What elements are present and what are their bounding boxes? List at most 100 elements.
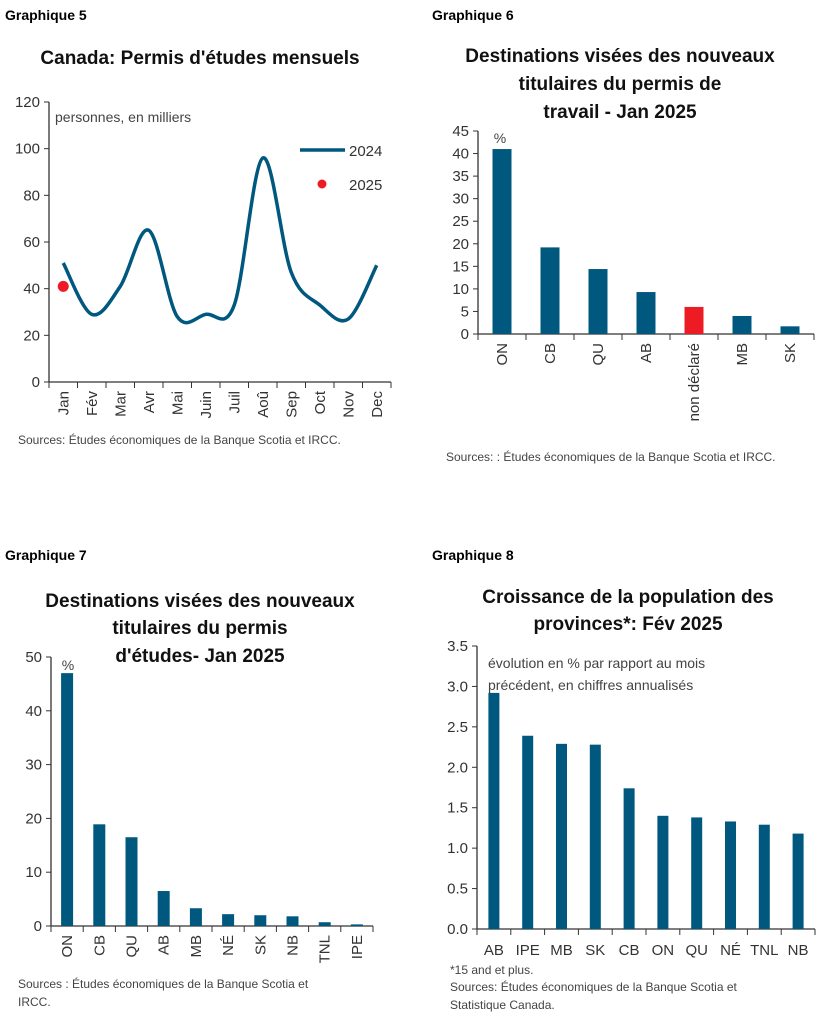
y-tick-label: 3.0 [447,678,468,695]
x-tick-label: SK [782,343,799,363]
x-tick-label: SK [585,942,605,959]
x-tick-label: Mai [169,391,186,415]
x-tick-label: CB [91,935,108,956]
unit-note: précédent, en chiffres annualisés [488,677,693,693]
chart-label: Graphique 7 [5,547,87,563]
x-tick-label: NB [285,935,302,956]
bar-QU [125,837,138,926]
x-tick-label: QU [685,942,708,959]
bar-AB [636,292,656,334]
y-tick-label: 5 [461,303,469,320]
source-note: IRCC. [18,995,51,1009]
legend-point-swatch [317,179,327,189]
bar-CB [540,247,560,334]
chart-title: Croissance de la population des [482,587,773,608]
x-tick-label: ON [494,343,511,366]
x-tick-label: QU [590,343,607,366]
x-tick-label: Nov [340,391,357,418]
bar-QU [691,817,703,929]
bar-SK [780,326,800,334]
x-tick-label: SK [252,935,269,955]
bar-CB [93,824,106,926]
y-tick-label: 45 [452,123,469,140]
bar-AB [488,692,500,929]
bar-CB [623,788,635,929]
x-tick-label: CB [619,942,640,959]
chart-g7: Graphique 7 Destinations visées des nouve… [5,547,374,1009]
chart-title: provinces*: Fév 2025 [533,614,722,635]
y-tick-label: 40 [23,281,40,298]
x-tick-label: Juil [226,391,243,414]
bar-IPE [350,924,363,926]
bar-ON [492,149,512,334]
bar-MB [556,743,567,929]
y-tick-label: 100 [15,141,40,158]
unit-note: évolution en % par rapport au mois [488,655,705,671]
chart-title: travail - Jan 2025 [543,102,697,123]
x-tick-label: Fév [84,391,101,417]
source-note: *15 and et plus. [450,963,533,977]
chart-title: d'études- Jan 2025 [115,646,285,667]
x-tick-label: AB [484,942,504,959]
y-tick-label: 25 [452,213,469,230]
x-tick-label: Mar [112,391,129,417]
bar-ON [61,673,74,926]
bar-NÉ [725,821,736,929]
bar-MB [189,908,202,926]
y-tick-label: 1.0 [447,840,468,857]
source-note: Statistique Canada. [450,998,555,1012]
chart-label: Graphique 8 [432,547,514,563]
chart-g5: Graphique 5 Canada: Permis d'études mensu… [5,7,392,447]
x-tick-label: Oct [312,390,329,414]
bar-NB [286,916,299,926]
x-tick-label: Aoû [255,391,272,418]
series-line-2024 [61,156,379,325]
y-tick-label: 0 [461,326,469,343]
x-tick-label: CB [542,343,559,364]
x-tick-label: TNL [317,935,334,963]
x-tick-label: IPE [516,942,540,959]
bar-IPE [522,735,534,929]
chart-title: titulaires du permis de [519,74,722,95]
x-tick-label: NB [788,942,809,959]
chart-g6: Graphique 6 Destinations visées des nouve… [432,7,815,464]
unit-note: personnes, en milliers [55,109,191,125]
bar-non déclaré [684,306,704,334]
x-tick-label: Avr [141,391,158,413]
x-tick-label: ON [59,935,76,958]
y-tick-label: 15 [452,258,469,275]
bar-NB [792,833,804,929]
y-tick-label: 10 [452,281,469,298]
x-tick-label: Juin [198,391,215,419]
x-tick-label: Sep [283,391,300,418]
unit-note: % [62,657,74,673]
y-tick-label: 35 [452,168,469,185]
y-tick-label: 60 [23,234,40,251]
bar-NÉ [222,914,235,926]
bar-AB [157,891,170,926]
chart-title: titulaires du permis [112,618,287,639]
bar-TNL [318,922,331,926]
bar-MB [732,315,752,334]
source-note: Sources: Études économiques de la Banque… [18,432,341,447]
y-tick-label: 40 [25,703,42,720]
x-tick-label: AB [638,343,655,363]
x-tick-label: ON [652,942,675,959]
x-tick-label: non déclaré [686,343,703,421]
x-tick-label: Dec [369,391,386,418]
y-tick-label: 2.0 [447,759,468,776]
x-tick-label: NÉ [720,942,741,959]
y-tick-label: 10 [25,864,42,881]
x-tick-label: NÉ [220,935,237,956]
y-tick-label: 2.5 [447,719,468,736]
chart-title: Canada: Permis d'études mensuels [40,48,359,69]
source-note: Sources: : Études économiques de la Banq… [446,449,776,464]
x-tick-label: Jan [55,391,72,415]
bar-ON [657,815,669,929]
y-tick-label: 1.5 [447,800,468,817]
y-tick-label: 120 [15,94,40,111]
y-tick-label: 3.5 [447,638,468,655]
y-tick-label: 20 [452,236,469,253]
y-tick-label: 50 [25,649,42,666]
